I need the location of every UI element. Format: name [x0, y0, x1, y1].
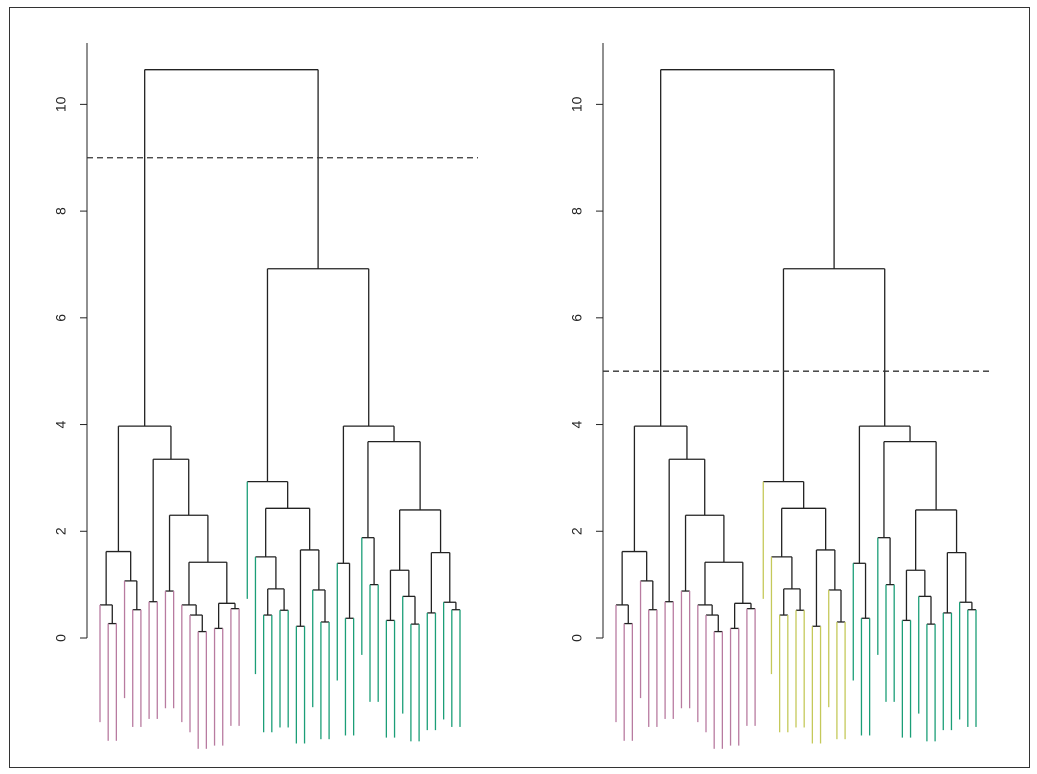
y-tick-label: 6: [569, 314, 585, 322]
y-tick-label: 4: [53, 420, 69, 428]
y-tick-label: 2: [569, 527, 585, 535]
y-tick-label: 8: [53, 207, 69, 215]
y-tick-label: 10: [53, 96, 69, 112]
y-tick-label: 6: [53, 314, 69, 322]
y-tick-label: 0: [53, 634, 69, 642]
y-tick-label: 10: [569, 96, 585, 112]
y-tick-label: 8: [569, 207, 585, 215]
y-tick-label: 0: [569, 634, 585, 642]
y-tick-label: 4: [569, 420, 585, 428]
y-tick-label: 2: [53, 527, 69, 535]
frame: [9, 7, 1030, 768]
